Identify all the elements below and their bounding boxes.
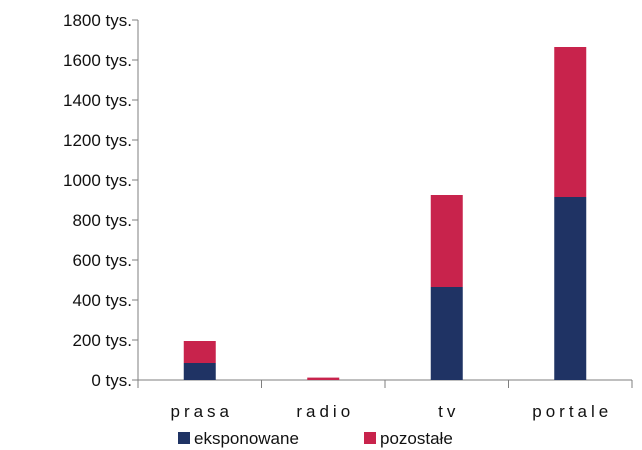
- y-tick-label: 1800 tys.: [63, 11, 132, 30]
- y-tick-label: 800 tys.: [72, 211, 132, 230]
- y-axis: 0 tys. 200 tys. 400 tys. 600 tys. 800 tys. 10…: [63, 11, 139, 390]
- y-tick-label: 200 tys.: [72, 331, 132, 350]
- x-category-label: radio: [296, 402, 354, 421]
- x-axis: prasa radio tv portale: [137, 379, 633, 421]
- y-tick-label: 0 tys.: [91, 371, 132, 390]
- x-category-label: prasa: [170, 402, 233, 421]
- legend-label: eksponowane: [194, 429, 299, 448]
- legend: eksponowane pozostałe: [178, 429, 453, 448]
- y-tick-label: 1000 tys.: [63, 171, 132, 190]
- y-tick-label: 1400 tys.: [63, 91, 132, 110]
- y-tick-label: 400 tys.: [72, 291, 132, 310]
- bar-eksponowane-tv: [430, 287, 463, 380]
- legend-swatch-eksponowane: [178, 432, 190, 444]
- bar-pozostałe-radio: [307, 377, 340, 380]
- bar-pozostałe-portale: [554, 47, 587, 197]
- y-tick-label: 1200 tys.: [63, 131, 132, 150]
- bar-eksponowane-portale: [554, 197, 587, 380]
- y-tick-label: 1600 tys.: [63, 51, 132, 70]
- x-category-label: tv: [438, 402, 459, 421]
- bar-pozostałe-tv: [430, 195, 463, 287]
- bar-eksponowane-prasa: [183, 363, 216, 380]
- legend-swatch-pozostałe: [364, 432, 376, 444]
- legend-label: pozostałe: [380, 429, 453, 448]
- bars: [183, 47, 587, 380]
- y-tick-label: 600 tys.: [72, 251, 132, 270]
- bar-pozostałe-prasa: [183, 341, 216, 363]
- x-category-label: portale: [532, 402, 612, 421]
